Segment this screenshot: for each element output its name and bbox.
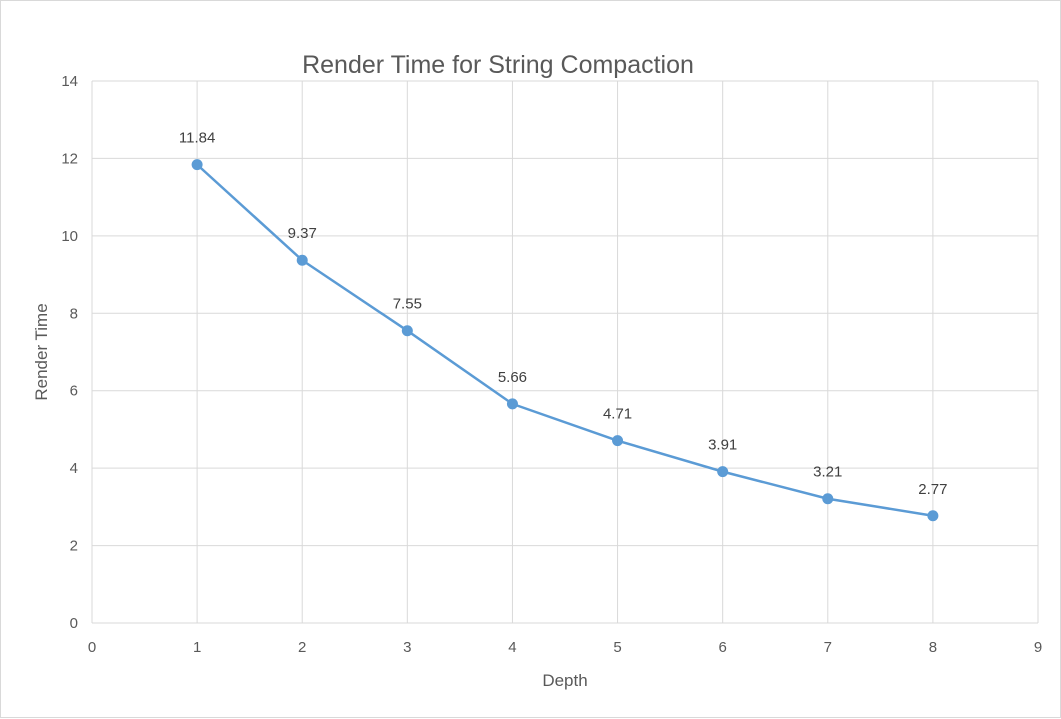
y-tick-label: 8 (70, 305, 78, 322)
x-tick-label: 9 (1034, 639, 1042, 656)
chart-title: Render Time for String Compaction (302, 51, 694, 79)
series-line (196, 163, 934, 517)
x-tick-label: 7 (824, 639, 832, 656)
x-tick-label: 4 (508, 639, 516, 656)
data-point (822, 493, 834, 505)
data-point (401, 325, 413, 337)
y-tick-label: 6 (70, 383, 78, 400)
data-label: 9.37 (288, 225, 317, 242)
x-tick-label: 1 (193, 639, 201, 656)
y-axis-title: Render Time (32, 303, 51, 400)
data-label: 5.66 (498, 369, 527, 386)
gridlines (91, 80, 1039, 624)
y-tick-label: 4 (70, 460, 78, 477)
data-point (717, 466, 729, 478)
y-tick-label: 14 (61, 73, 78, 90)
data-point (927, 510, 939, 522)
data-point (612, 435, 624, 447)
x-tick-label: 5 (613, 639, 621, 656)
y-tick-label: 10 (61, 228, 78, 245)
y-tick-label: 2 (70, 538, 78, 555)
x-tick-label: 0 (88, 639, 96, 656)
data-label: 3.21 (813, 464, 842, 481)
data-label: 4.71 (603, 406, 632, 423)
y-tick-label: 0 (70, 615, 78, 632)
data-point (296, 254, 308, 266)
data-label: 11.84 (179, 130, 215, 147)
data-label: 3.91 (708, 437, 737, 454)
data-label: 7.55 (393, 296, 422, 313)
data-point (506, 398, 518, 410)
data-point (191, 159, 203, 171)
x-tick-label: 8 (929, 639, 937, 656)
data-labels: 11.84 9.37 7.55 5.66 4.71 3.91 3.21 2.77 (179, 130, 948, 498)
x-axis-title: Depth (542, 671, 587, 690)
x-tick-label: 6 (718, 639, 726, 656)
y-tick-label: 12 (61, 150, 78, 167)
x-tick-label: 2 (298, 639, 306, 656)
data-label: 2.77 (918, 481, 947, 498)
data-series (191, 159, 939, 522)
x-tick-label: 3 (403, 639, 411, 656)
